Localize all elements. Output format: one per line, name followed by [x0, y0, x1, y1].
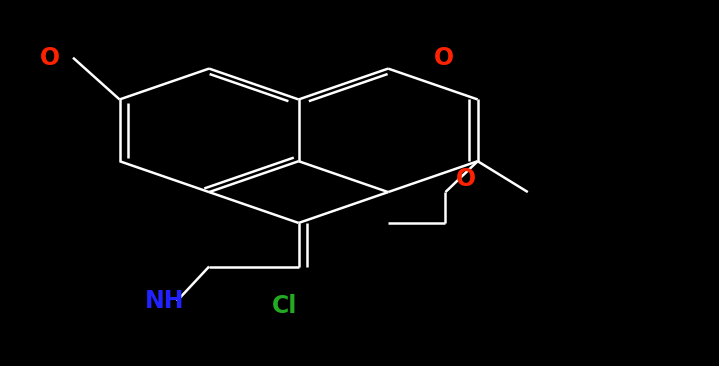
Text: O: O — [455, 167, 475, 191]
Text: NH: NH — [145, 289, 185, 313]
Text: O: O — [40, 46, 60, 70]
Text: Cl: Cl — [272, 295, 297, 318]
Text: O: O — [434, 46, 454, 70]
